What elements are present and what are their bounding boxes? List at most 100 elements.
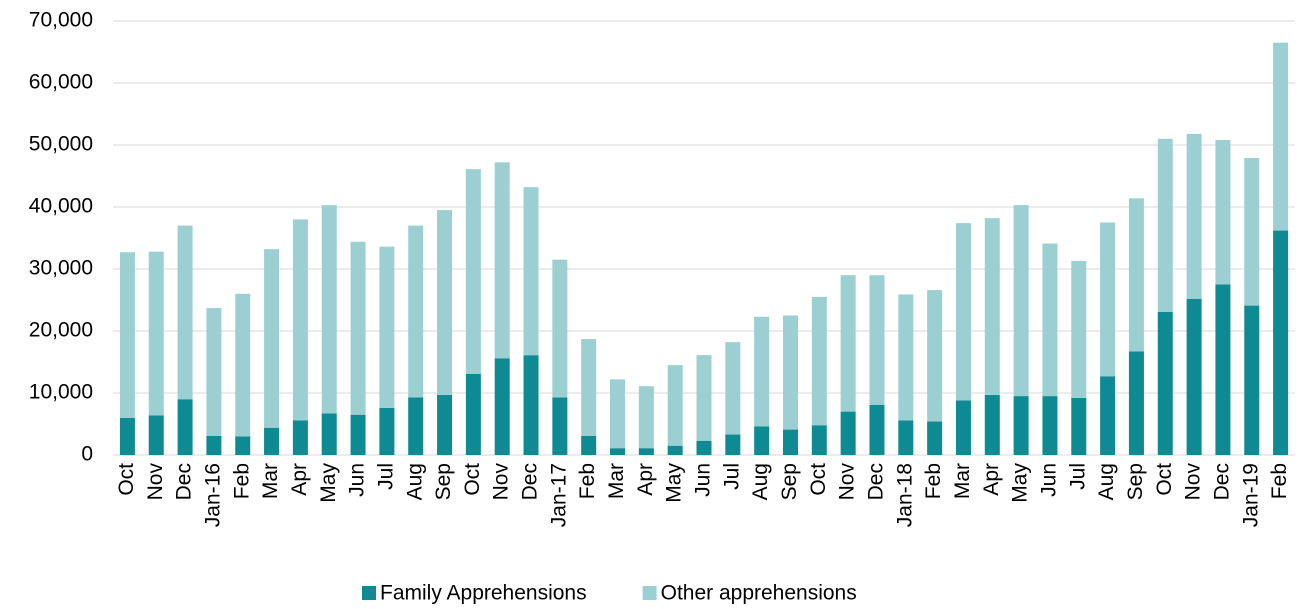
x-tick-label: Nov xyxy=(1182,463,1205,501)
bar-segment xyxy=(898,294,914,421)
bar-segment xyxy=(523,187,539,356)
bar-segment xyxy=(1244,158,1260,306)
legend-label: Family Apprehensions xyxy=(380,582,587,605)
bar-segment xyxy=(1100,222,1116,377)
bar-segment xyxy=(264,427,280,455)
bar-segment xyxy=(955,400,971,455)
x-tick-label: May xyxy=(317,463,340,503)
bar-segment xyxy=(840,275,856,412)
bar-segment xyxy=(754,426,770,455)
bar-segment xyxy=(638,386,654,449)
bar-segment xyxy=(292,420,308,455)
y-tick-label: 30,000 xyxy=(29,257,93,280)
bar-segment xyxy=(1128,351,1144,455)
bar-segment xyxy=(581,339,597,436)
bar-segment xyxy=(754,316,770,427)
x-tick-label: Jan-18 xyxy=(893,463,916,527)
x-tick-label: Oct xyxy=(115,463,138,496)
bar-segment xyxy=(1042,243,1058,397)
bar-segment xyxy=(379,246,395,408)
legend-swatch xyxy=(362,586,376,600)
y-tick-label: 0 xyxy=(81,443,93,466)
bar-segment xyxy=(696,355,712,441)
x-tick-label: Aug xyxy=(749,463,772,500)
bar-segment xyxy=(869,275,885,405)
bar-segment xyxy=(408,225,424,398)
bar-segment xyxy=(667,365,683,446)
x-tick-label: Feb xyxy=(230,463,253,499)
y-tick-label: 40,000 xyxy=(29,195,93,218)
bar-segment xyxy=(984,394,1000,455)
x-tick-label: Mar xyxy=(605,463,628,499)
bar-segment xyxy=(1013,396,1029,455)
bar-segment xyxy=(523,355,539,455)
bar-segment xyxy=(321,413,337,455)
x-tick-label: Dec xyxy=(519,463,542,500)
x-tick-label: May xyxy=(1009,463,1032,503)
bar-segment xyxy=(437,210,453,395)
x-tick-label: Dec xyxy=(1210,463,1233,500)
bar-segment xyxy=(1244,305,1260,455)
bar-segment xyxy=(898,420,914,455)
bar-segment xyxy=(437,394,453,455)
bar-segment xyxy=(119,252,135,418)
x-tick-label: Jun xyxy=(692,463,715,497)
x-tick-label: Sep xyxy=(778,463,801,500)
bar-segment xyxy=(1186,298,1202,455)
bar-segment xyxy=(581,435,597,455)
bar-segment xyxy=(1157,311,1173,455)
legend-label: Other apprehensions xyxy=(661,582,857,605)
x-tick-label: Feb xyxy=(576,463,599,499)
legend-swatch xyxy=(642,586,657,600)
bar-segment xyxy=(811,296,827,426)
bar-segment xyxy=(408,397,424,455)
bar-segment xyxy=(1186,133,1202,299)
x-tick-label: Mar xyxy=(259,463,282,499)
bar-segment xyxy=(869,404,885,455)
x-tick-label: Jul xyxy=(720,463,743,490)
bar-segment xyxy=(235,293,251,437)
x-tick-label: Jul xyxy=(1066,463,1089,490)
x-tick-label: Sep xyxy=(432,463,455,500)
bar-segment xyxy=(465,169,481,374)
bar-segment xyxy=(264,249,280,428)
bar-segment xyxy=(696,440,712,455)
bar-segment xyxy=(610,448,626,455)
bar-segment xyxy=(465,373,481,455)
bar-segment xyxy=(177,225,193,400)
x-tick-label: Jun xyxy=(346,463,369,497)
bar-segment xyxy=(1013,205,1029,397)
bar-segment xyxy=(1128,198,1144,352)
bar-segment xyxy=(725,342,741,435)
x-tick-label: Nov xyxy=(836,463,859,501)
bar-segment xyxy=(379,407,395,455)
x-tick-label: May xyxy=(663,463,686,503)
bar-segment xyxy=(1071,397,1087,455)
x-tick-label: Aug xyxy=(403,463,426,500)
bar-segment xyxy=(494,162,510,359)
bar-segment xyxy=(206,435,222,455)
bar-segment xyxy=(984,218,1000,395)
bar-segment xyxy=(350,414,366,455)
bar-segment xyxy=(1100,376,1116,455)
bar-segment xyxy=(350,241,366,415)
bar-segment xyxy=(840,411,856,455)
y-tick-label: 10,000 xyxy=(29,381,93,404)
x-tick-label: Nov xyxy=(490,463,513,501)
bar-segment xyxy=(667,445,683,455)
y-tick-label: 20,000 xyxy=(29,319,93,342)
x-tick-label: Jul xyxy=(374,463,397,490)
bar-segment xyxy=(1273,230,1289,455)
bar-segment xyxy=(177,399,193,455)
x-tick-label: Feb xyxy=(922,463,945,499)
x-tick-label: Oct xyxy=(807,463,830,496)
x-tick-label: Aug xyxy=(1095,463,1118,500)
y-tick-label: 70,000 xyxy=(29,9,93,32)
x-tick-label: Apr xyxy=(980,463,1003,496)
x-tick-label: Nov xyxy=(144,463,167,501)
bar-segment xyxy=(638,448,654,455)
bar-segment xyxy=(292,219,308,421)
x-tick-label: Oct xyxy=(1153,463,1176,496)
bar-segment xyxy=(494,358,510,455)
bar-segment xyxy=(1042,396,1058,455)
